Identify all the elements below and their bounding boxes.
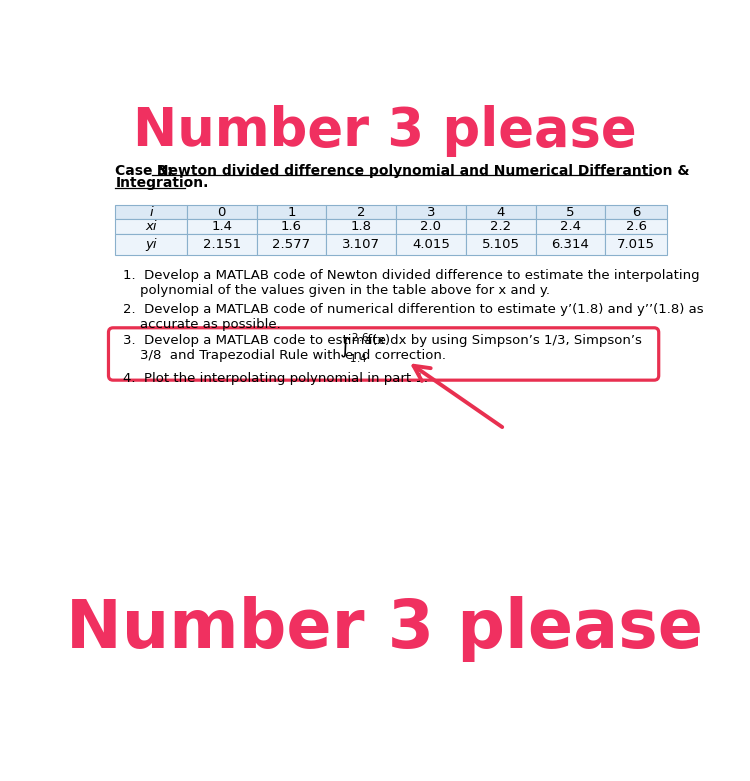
Text: 2.577: 2.577: [272, 238, 310, 251]
Text: 4.015: 4.015: [412, 238, 450, 251]
Bar: [536, 205, 605, 219]
Text: 2.2: 2.2: [490, 220, 512, 233]
Text: 3/8  and Trapezodial Rule with end correction.: 3/8 and Trapezodial Rule with end correc…: [123, 348, 446, 362]
Text: 5.105: 5.105: [482, 238, 520, 251]
Text: f(x)dx by using Simpson’s 1/3, Simpson’s: f(x)dx by using Simpson’s 1/3, Simpson’s: [364, 334, 642, 347]
Text: 6: 6: [632, 206, 640, 219]
Bar: [396, 234, 466, 255]
Text: 2.6: 2.6: [626, 220, 646, 233]
Bar: [605, 219, 668, 234]
Bar: [466, 234, 536, 255]
Bar: [187, 219, 256, 234]
Text: 1.8: 1.8: [350, 220, 372, 233]
Bar: [326, 234, 396, 255]
Text: 2.0: 2.0: [420, 220, 441, 233]
Text: polynomial of the values given in the table above for x and y.: polynomial of the values given in the ta…: [123, 284, 550, 297]
Bar: [187, 205, 256, 219]
Bar: [326, 205, 396, 219]
Text: Integration.: Integration.: [116, 176, 208, 190]
Text: $\int_{1.4}^{2.6}$: $\int_{1.4}^{2.6}$: [339, 332, 369, 365]
Text: 2.4: 2.4: [560, 220, 580, 233]
Text: 0: 0: [217, 206, 226, 219]
Text: 4.  Plot the interpolating polynomial in part 1.: 4. Plot the interpolating polynomial in …: [123, 373, 428, 386]
Text: 3.107: 3.107: [342, 238, 380, 251]
Text: 4: 4: [496, 206, 505, 219]
Text: 6.314: 6.314: [551, 238, 590, 251]
Text: xi: xi: [146, 220, 157, 233]
Text: yi: yi: [146, 238, 157, 251]
Text: i: i: [149, 206, 153, 219]
Bar: [326, 219, 396, 234]
Bar: [536, 234, 605, 255]
Text: Case 3:: Case 3:: [116, 164, 173, 178]
Text: 3: 3: [427, 206, 435, 219]
Bar: [536, 219, 605, 234]
Text: 5: 5: [566, 206, 574, 219]
Bar: [466, 219, 536, 234]
Bar: [466, 205, 536, 219]
Text: 1.6: 1.6: [280, 220, 302, 233]
Text: 3.  Develop a MATLAB code to estimate: 3. Develop a MATLAB code to estimate: [123, 334, 391, 347]
Bar: [605, 205, 668, 219]
Text: 7.015: 7.015: [617, 238, 656, 251]
Bar: [256, 234, 326, 255]
Text: 1.  Develop a MATLAB code of Newton divided difference to estimate the interpola: 1. Develop a MATLAB code of Newton divid…: [123, 269, 700, 282]
Text: 2.  Develop a MATLAB code of numerical differention to estimate y’(1.8) and y’’(: 2. Develop a MATLAB code of numerical di…: [123, 303, 703, 316]
Bar: [396, 205, 466, 219]
Bar: [256, 205, 326, 219]
Bar: [256, 219, 326, 234]
Bar: [116, 219, 187, 234]
Bar: [396, 219, 466, 234]
Text: Number 3 please: Number 3 please: [133, 105, 636, 157]
Text: 2: 2: [357, 206, 365, 219]
Bar: [187, 234, 256, 255]
Text: accurate as possible.: accurate as possible.: [123, 318, 281, 331]
Text: Newton divided difference polynomial and Numerical Differantion &: Newton divided difference polynomial and…: [152, 164, 689, 178]
Bar: [605, 234, 668, 255]
Text: 2.151: 2.151: [202, 238, 241, 251]
Text: 1.4: 1.4: [211, 220, 232, 233]
Bar: [116, 205, 187, 219]
Bar: [116, 234, 187, 255]
Text: Number 3 please: Number 3 please: [66, 596, 703, 662]
Text: 1: 1: [287, 206, 296, 219]
